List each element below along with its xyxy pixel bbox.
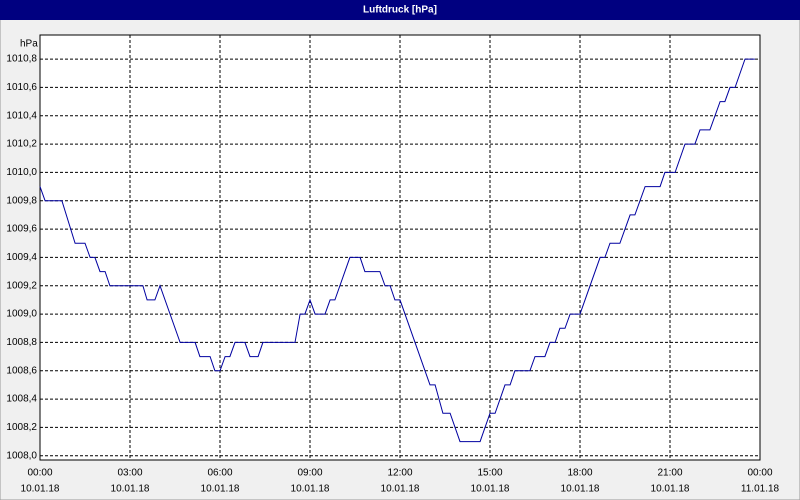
y-tick-label: 1009,6 bbox=[6, 224, 37, 235]
x-tick-label: 00:00 bbox=[747, 468, 772, 479]
title-bar bbox=[0, 0, 800, 20]
x-tick-label: 15:00 bbox=[477, 468, 502, 479]
y-unit: hPa bbox=[20, 39, 38, 50]
y-tick-label: 1010,6 bbox=[6, 82, 37, 93]
x-tick-date: 10.01.18 bbox=[111, 484, 150, 495]
chart-title: Luftdruck [hPa] bbox=[363, 5, 437, 16]
y-tick-label: 1008,2 bbox=[6, 422, 37, 433]
x-tick-date: 10.01.18 bbox=[201, 484, 240, 495]
line bbox=[39, 58, 755, 443]
y-tick-label: 1010,4 bbox=[6, 110, 37, 121]
x-tick-date: 10.01.18 bbox=[651, 484, 690, 495]
y-tick-label: 1010,8 bbox=[6, 54, 37, 65]
x-tick-date: 10.01.18 bbox=[471, 484, 510, 495]
y-tick-label: 1010,0 bbox=[6, 167, 37, 178]
y-tick-label: 1010,2 bbox=[6, 139, 37, 150]
y-tick-label: 1009,4 bbox=[6, 252, 37, 263]
y-tick-label: 1009,8 bbox=[6, 195, 37, 206]
x-tick-label: 09:00 bbox=[297, 468, 322, 479]
x-tick-label: 12:00 bbox=[387, 468, 412, 479]
x-tick-date: 10.01.18 bbox=[21, 484, 60, 495]
x-tick-label: 21:00 bbox=[657, 468, 682, 479]
x-tick-label: 18:00 bbox=[567, 468, 592, 479]
x-tick-date: 10.01.18 bbox=[291, 484, 330, 495]
y-tick-label: 1008,6 bbox=[6, 365, 37, 376]
y-tick-label: 1008,0 bbox=[6, 450, 37, 461]
x-tick-date: 10.01.18 bbox=[561, 484, 600, 495]
y-tick-label: 1008,4 bbox=[6, 394, 37, 405]
x-tick-label: 03:00 bbox=[117, 468, 142, 479]
y-tick-label: 1008,8 bbox=[6, 337, 37, 348]
x-tick-label: 06:00 bbox=[207, 468, 232, 479]
y-tick-label: 1009,0 bbox=[6, 309, 37, 320]
x-tick-date: 10.01.18 bbox=[381, 484, 420, 495]
y-tick-label: 1009,2 bbox=[6, 280, 37, 291]
x-tick-label: 00:00 bbox=[27, 468, 52, 479]
x-tick-date: 11.01.18 bbox=[741, 484, 780, 495]
